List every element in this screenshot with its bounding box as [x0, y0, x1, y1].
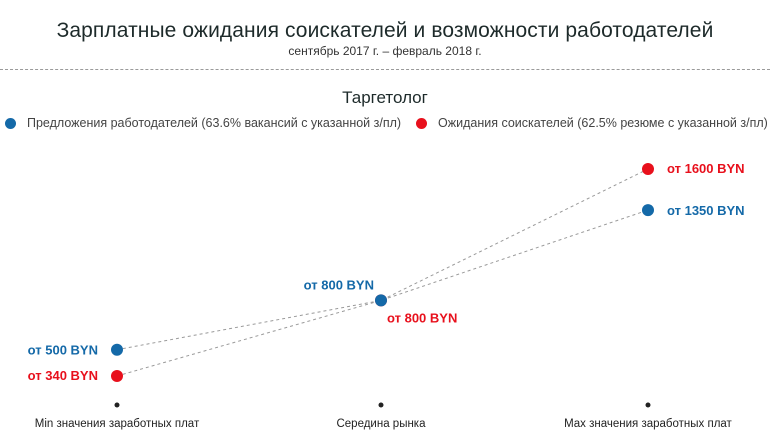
point-s1-2 — [642, 163, 654, 175]
data-label-s1-0: от 340 BYN — [28, 368, 98, 383]
legend-item-employers: Предложения работодателей (63.6% ваканси… — [5, 116, 401, 130]
point-s0-0 — [111, 343, 123, 356]
legend-label-seekers: Ожидания соискателей (62.5% резюме с ука… — [438, 116, 768, 130]
series-line-1 — [116, 168, 649, 377]
point-s1-0 — [111, 370, 123, 382]
legend-dot-employers — [5, 117, 16, 129]
legend-dot-seekers — [416, 117, 427, 129]
category-label-2: Max значения заработных плат — [564, 418, 732, 430]
data-label-s0-1: от 800 BYN — [304, 277, 374, 292]
data-label-s1-2: от 1600 BYN — [667, 161, 745, 176]
point-s0-2 — [642, 204, 654, 217]
legend-item-seekers: Ожидания соискателей (62.5% резюме с ука… — [416, 116, 768, 130]
series-line-0 — [116, 209, 649, 351]
category-label-0: Min значения заработных плат — [35, 418, 200, 430]
data-label-s0-2: от 1350 BYN — [667, 203, 745, 218]
category-label-1: Середина рынка — [336, 418, 426, 430]
chart-title: Таргетолог — [342, 88, 428, 107]
data-label-s1-1: от 800 BYN — [387, 310, 457, 325]
data-label-s0-0: от 500 BYN — [28, 343, 98, 358]
header-divider — [0, 69, 770, 70]
category-tick-1 — [378, 402, 384, 408]
point-s0-1 — [375, 294, 387, 307]
legend-label-employers: Предложения работодателей (63.6% ваканси… — [27, 116, 402, 130]
page-title: Зарплатные ожидания соискателей и возмож… — [56, 19, 714, 42]
page-subtitle: сентябрь 2017 г. – февраль 2018 г. — [288, 44, 482, 58]
category-tick-2 — [645, 402, 651, 408]
category-tick-0 — [114, 402, 120, 408]
